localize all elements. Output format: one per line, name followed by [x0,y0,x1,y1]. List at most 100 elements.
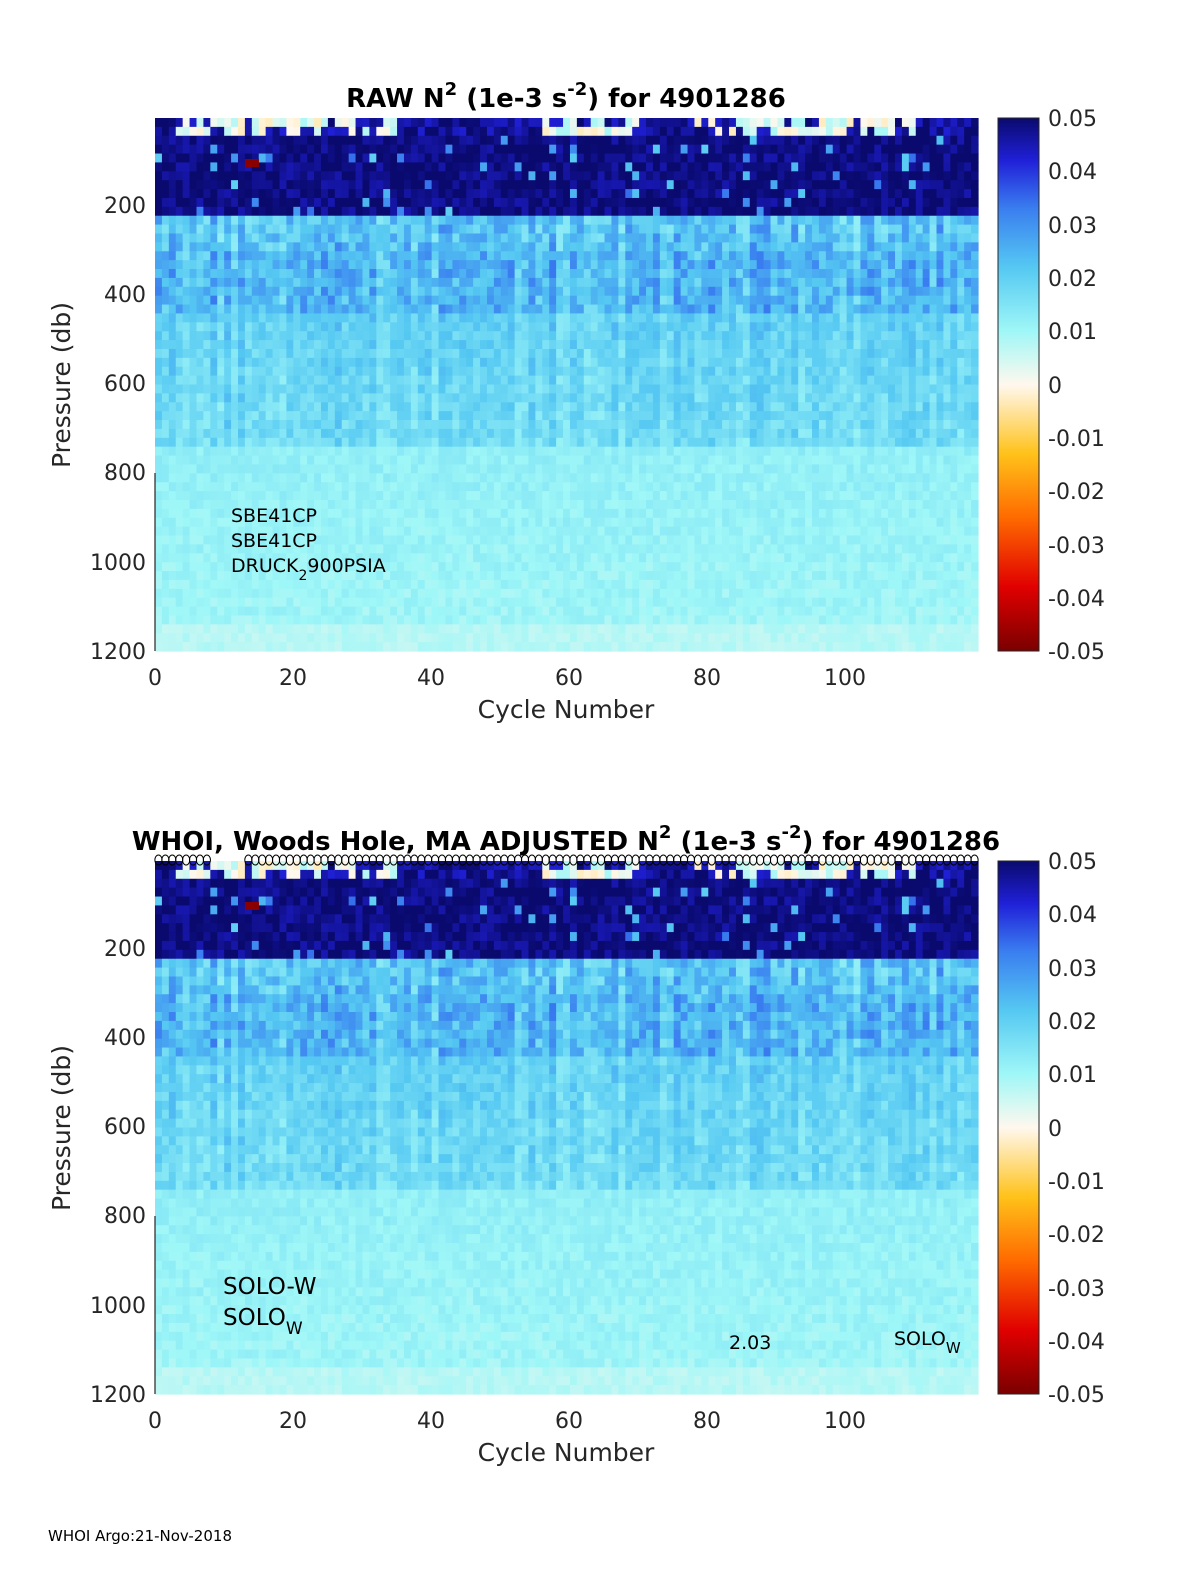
heatmap-cell [307,260,315,270]
heatmap-cell [334,251,343,261]
heatmap-cell [659,206,668,217]
heatmap-cell [576,206,585,217]
heatmap-cell [445,206,453,217]
heatmap-cell [569,384,578,394]
heatmap-cell [293,375,301,386]
heatmap-cell [293,437,301,448]
heatmap-cell [715,606,723,617]
heatmap-cell [646,499,654,510]
heatmap-cell [251,251,260,261]
heatmap-cell [486,571,495,581]
heatmap-cell [583,624,592,634]
heatmap-cell [694,269,702,279]
heatmap-cell [320,304,329,315]
heatmap-cell [535,597,543,608]
heatmap-cell [549,206,557,217]
heatmap-cell [715,571,723,581]
heatmap-cell [528,473,536,483]
heatmap-cell [611,517,619,528]
heatmap-cell [535,206,543,217]
heatmap-cell [265,171,274,181]
heatmap-cell [307,464,315,474]
heatmap-cell [514,171,523,181]
heatmap-cell [493,571,502,581]
heatmap-cell [210,206,218,217]
heatmap-cell [473,615,481,625]
heatmap-cell [237,118,246,128]
heatmap-cell [590,499,599,510]
heatmap-cell [708,624,716,634]
heatmap-cell [272,242,281,252]
heatmap-cell [493,562,502,572]
heatmap-cell [258,269,267,279]
heatmap-cell [493,517,502,528]
heatmap-cell [341,508,350,519]
heatmap-cell [701,348,709,359]
heatmap-cell [417,597,426,608]
heatmap-cell [563,304,571,315]
heatmap-cell [397,606,405,617]
heatmap-cell [155,428,163,439]
heatmap-cell [293,615,301,625]
heatmap-cell [251,642,260,652]
heatmap-cell [507,384,516,394]
heatmap-cell [431,562,440,572]
heatmap-cell [320,357,329,368]
heatmap-cell [424,331,433,341]
heatmap-cell [182,517,191,528]
heatmap-cell [168,366,177,377]
heatmap-cell [708,553,716,563]
heatmap-cell [438,508,447,519]
heatmap-cell [500,428,509,439]
heatmap-cell [286,348,294,359]
heatmap-cell [155,162,163,172]
heatmap-cell [486,446,495,457]
heatmap-cell [618,215,626,226]
heatmap-cell [168,322,177,332]
heatmap-cell [722,437,730,448]
heatmap-cell [480,420,488,430]
heatmap-cell [556,224,564,235]
heatmap-cell [652,597,661,608]
heatmap-cell [161,340,170,350]
heatmap-cell [272,579,281,590]
heatmap-cell [521,384,530,394]
heatmap-cell [569,517,578,528]
heatmap-cell [189,277,198,288]
heatmap-cell [224,455,232,466]
heatmap-cell [417,437,426,448]
heatmap-cell [556,615,564,625]
heatmap-cell [417,411,426,421]
heatmap-cell [694,579,702,590]
heatmap-cell [625,393,633,403]
heatmap-cell [466,322,474,332]
heatmap-cell [666,189,675,199]
heatmap-cell [694,588,702,599]
heatmap-cell [493,499,502,510]
heatmap-cell [424,411,433,421]
heatmap-cell [666,135,675,146]
heatmap-cell [410,553,419,563]
heatmap-cell [569,535,578,545]
heatmap-cell [182,215,191,226]
heatmap-cell [272,322,281,332]
heatmap-cell [507,197,516,208]
heatmap-cell [307,633,315,643]
heatmap-cell [569,499,578,510]
heatmap-cell [680,402,689,412]
heatmap-cell [632,366,640,377]
heatmap-cell [237,642,246,652]
heatmap-cell [431,171,440,181]
heatmap-cell [556,562,564,572]
heatmap-cell [445,517,453,528]
heatmap-cell [258,517,267,528]
heatmap-cell [175,197,184,208]
heatmap-cell [528,411,536,421]
heatmap-cell [348,588,357,599]
heatmap-cell [646,606,654,617]
heatmap-cell [424,242,433,252]
heatmap-cell [265,606,274,617]
heatmap-cell [625,562,633,572]
heatmap-cell [507,242,516,252]
heatmap-cell [175,526,184,537]
